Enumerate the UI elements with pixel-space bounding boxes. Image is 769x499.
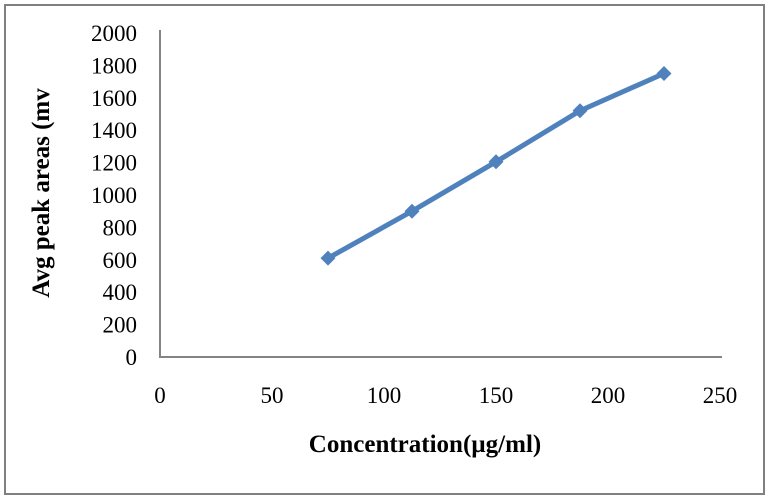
y-axis-tick-label: 800	[103, 215, 138, 240]
y-axis-tick-label: 1200	[91, 151, 137, 176]
tick-labels-layer: 0 200 400 600 800 1000 1200 1400 1600 1800 2000 0 50…	[91, 21, 737, 408]
x-axis-title: Concentration(µg/ml)	[308, 431, 542, 458]
x-axis-tick-label: 0	[154, 383, 166, 408]
axes-layer	[159, 30, 722, 358]
y-axis-tick-label: 600	[103, 248, 138, 273]
y-axis-tick-label: 1400	[91, 118, 137, 143]
x-axis-tick-label: 150	[479, 383, 514, 408]
data-series-layer	[320, 66, 672, 266]
y-axis-tick-label: 400	[103, 280, 138, 305]
data-point-marker	[320, 250, 336, 266]
x-axis-tick-label: 100	[367, 383, 402, 408]
y-axis-tick-label: 1000	[91, 183, 137, 208]
data-point-marker	[656, 66, 672, 81]
x-axis-tick-label: 50	[261, 383, 284, 408]
data-point-marker	[572, 103, 588, 119]
y-axis-tick-label: 1800	[91, 53, 137, 78]
data-point-marker	[488, 154, 504, 170]
y-axis-tick-label: 1600	[91, 86, 137, 111]
x-axis-tick-label: 250	[703, 383, 738, 408]
y-axis-tick-label: 0	[126, 345, 138, 370]
y-axis-tick-label: 200	[103, 313, 138, 338]
x-axis-tick-label: 200	[591, 383, 626, 408]
y-axis-tick-label: 2000	[91, 21, 137, 46]
data-point-marker	[404, 203, 420, 219]
y-axis-title: Avg peak areas (mv	[28, 88, 55, 298]
